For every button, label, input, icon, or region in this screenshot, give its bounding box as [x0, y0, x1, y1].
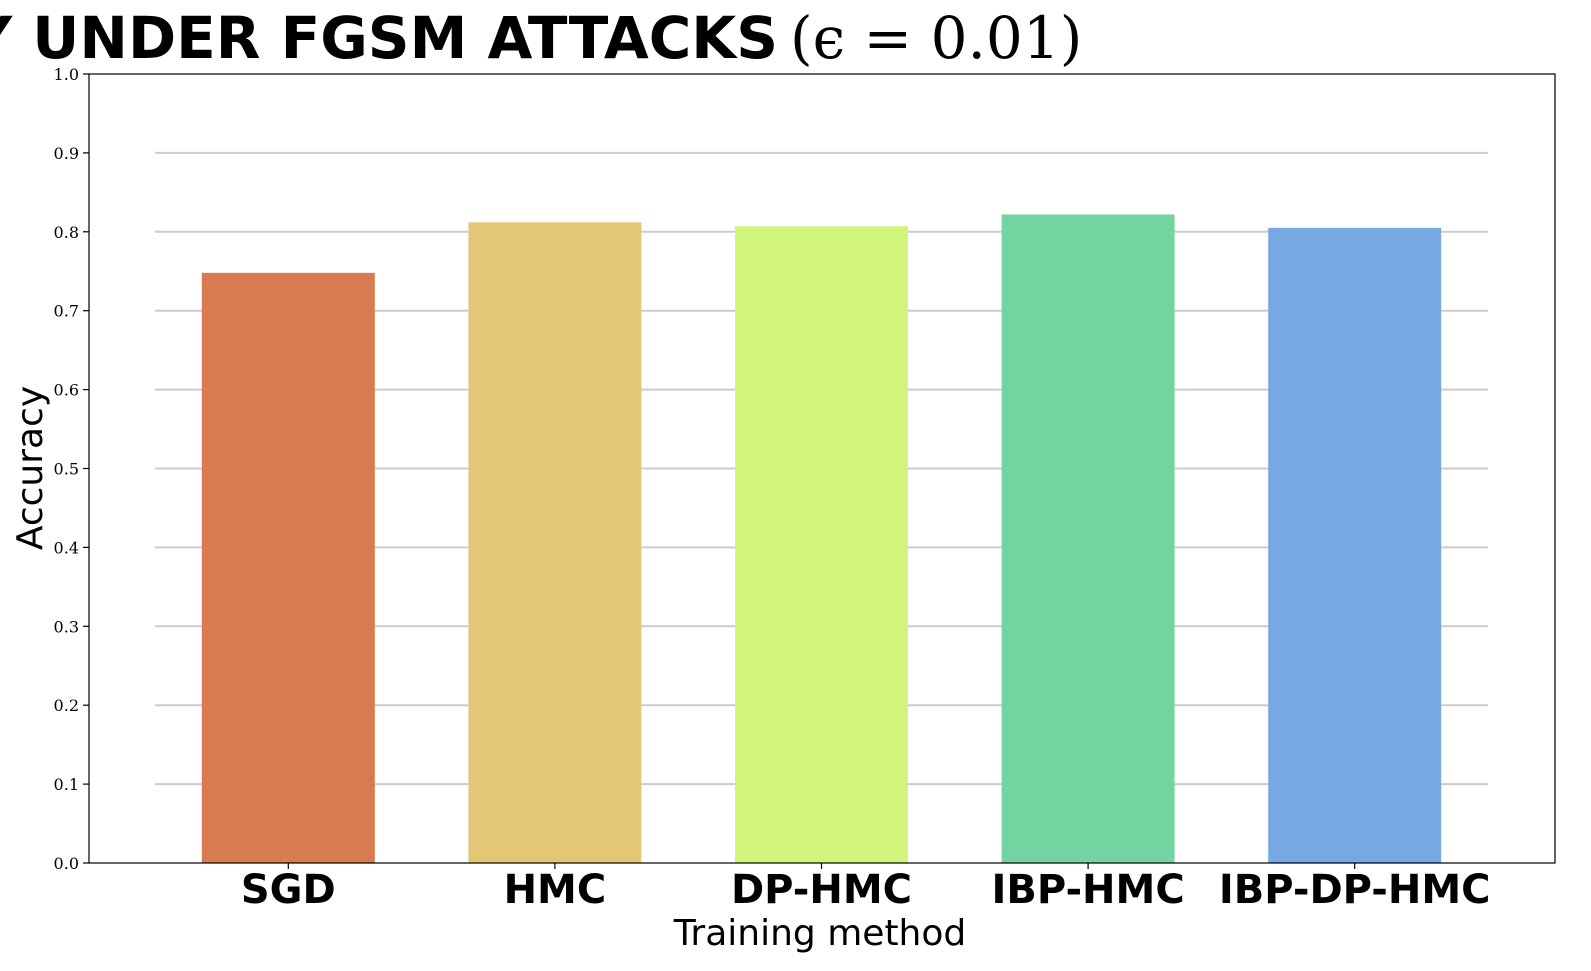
bar-hmc [468, 222, 642, 863]
x-tick-label-hmc: HMC [504, 867, 607, 913]
y-tick-label-8: 0.8 [54, 223, 79, 242]
y-tick-label-6: 0.6 [54, 381, 79, 400]
x-tick-label-sgd: SGD [241, 867, 336, 913]
x-axis-ticks: SGD HMC DP-HMC IBP-HMC IBP-DP-HMC [241, 863, 1491, 913]
x-tick-label-dp-hmc: DP-HMC [731, 867, 912, 913]
x-tick-label-ibp-hmc: IBP-HMC [991, 867, 1184, 913]
bars [201, 214, 1442, 864]
x-axis-label: Training method [673, 913, 967, 954]
y-tick-label-0: 0.0 [54, 854, 79, 873]
y-tick-label-2: 0.2 [54, 696, 79, 715]
y-tick-label-10: 1.0 [54, 65, 79, 84]
y-axis-ticks: 0.0 0.1 0.2 0.3 0.4 0.5 0.6 0.7 0.8 0.9 1.0 [54, 65, 89, 873]
bar-sgd [201, 272, 375, 863]
chart-title-math: (ϵ = 0.01) [790, 4, 1082, 72]
y-tick-label-7: 0.7 [54, 302, 79, 321]
bar-ibp-hmc [1001, 214, 1175, 863]
bar-dp-hmc [735, 226, 908, 864]
chart-title: ACCURACY UNDER FGSM ATTACKS (ϵ = 0.01) [0, 4, 1082, 72]
y-axis-label: Accuracy [10, 386, 51, 550]
chart-title-text: ACCURACY UNDER FGSM ATTACKS [0, 4, 778, 72]
y-tick-label-1: 0.1 [54, 775, 79, 794]
bar-ibp-dp-hmc [1268, 227, 1442, 864]
y-tick-label-5: 0.5 [54, 460, 79, 479]
y-tick-label-9: 0.9 [54, 144, 79, 163]
y-tick-label-3: 0.3 [54, 617, 79, 636]
y-tick-label-4: 0.4 [54, 538, 79, 557]
x-tick-label-ibp-dp-hmc: IBP-DP-HMC [1219, 867, 1491, 913]
